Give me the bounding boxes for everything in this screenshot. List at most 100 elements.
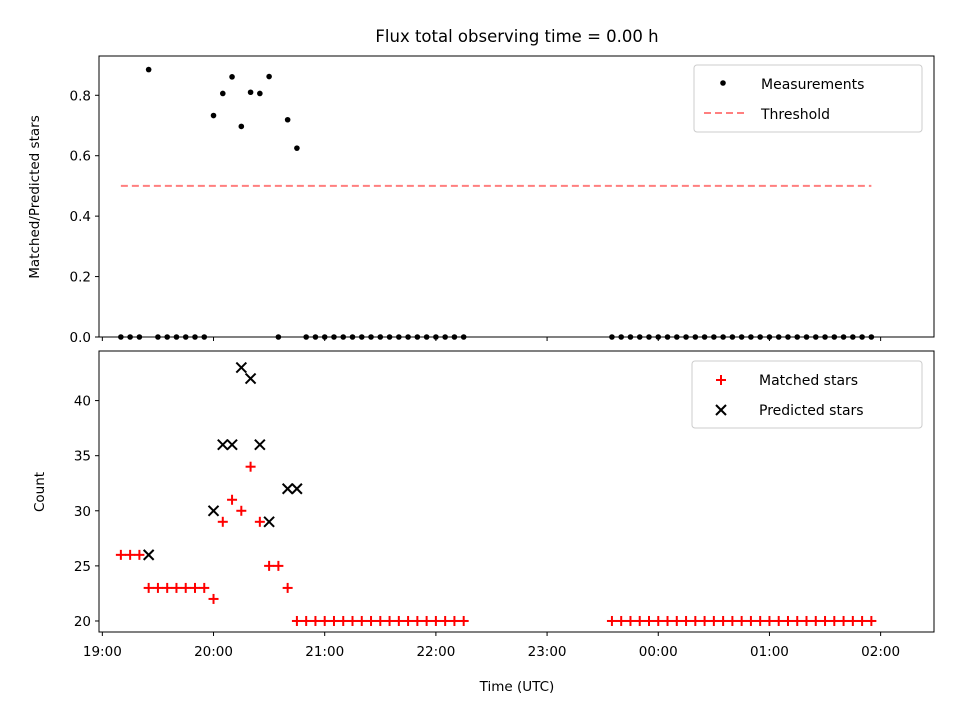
measurement-point — [368, 334, 374, 340]
measurement-point — [627, 334, 634, 340]
bottom-ytick-label: 25 — [74, 559, 91, 575]
top-ytick-label: 0.4 — [70, 209, 91, 225]
matched-star-point — [384, 615, 395, 626]
legend-label-threshold: Threshold — [760, 107, 830, 123]
measurement-point — [673, 334, 680, 340]
matched-star-point — [458, 615, 469, 626]
matched-star-point — [236, 505, 247, 516]
measurement-point — [303, 334, 309, 340]
chart-title: Flux total observing time = 0.00 h — [375, 27, 658, 46]
measurement-point — [692, 334, 699, 340]
matched-star-point — [199, 582, 210, 593]
matched-star-point — [801, 615, 812, 626]
measurement-point — [609, 334, 615, 340]
measurement-point — [859, 334, 865, 340]
top-ytick-label: 0.2 — [70, 270, 91, 286]
measurement-point — [340, 334, 347, 340]
legend-marker-predicted — [715, 404, 727, 416]
measurement-point — [201, 334, 208, 340]
matched-star-point — [245, 461, 256, 472]
predicted-star-point — [207, 505, 220, 517]
measurement-point — [720, 334, 726, 340]
legend-label-predicted: Predicted stars — [759, 403, 864, 419]
measurement-point — [294, 145, 300, 151]
measurement-point — [238, 123, 245, 130]
matched-star-point — [393, 615, 404, 626]
legend-label-matched: Matched stars — [759, 373, 858, 389]
matched-star-point — [440, 615, 451, 626]
matched-star-point — [356, 615, 367, 626]
measurement-point — [766, 334, 773, 340]
matched-star-point — [708, 615, 719, 626]
measurement-point — [433, 334, 439, 340]
matched-star-point — [291, 615, 302, 626]
measurement-point — [173, 334, 180, 340]
measurement-point — [266, 73, 272, 80]
legend-dot-measurements — [720, 80, 726, 86]
matched-star-point — [671, 615, 682, 626]
matched-star-point — [254, 516, 265, 527]
predicted-star-point — [244, 372, 257, 385]
predicted-star-point — [217, 438, 229, 451]
measurement-point — [396, 334, 402, 340]
legend-label-measurements: Measurements — [761, 77, 864, 93]
matched-star-point — [727, 615, 738, 626]
measurement-point — [451, 334, 458, 340]
predicted-star-point — [291, 483, 303, 495]
legend-marker-matched — [716, 375, 726, 385]
bottom-xtick-label: 00:00 — [639, 644, 678, 660]
matched-star-point — [625, 615, 636, 626]
matched-star-point — [606, 615, 617, 626]
matched-star-point — [421, 615, 432, 626]
measurement-point — [247, 89, 254, 96]
measurement-point — [349, 334, 356, 340]
matched-star-point — [653, 615, 664, 626]
measurement-point — [312, 334, 319, 340]
measurement-point — [618, 334, 624, 340]
top-legend: Measurements Threshold — [693, 64, 923, 133]
matched-star-point — [643, 615, 654, 626]
measurement-point — [136, 334, 143, 340]
measurement-point — [775, 334, 782, 340]
measurement-point — [423, 334, 430, 340]
bottom-xtick-label: 23:00 — [528, 644, 567, 660]
measurement-point — [868, 334, 875, 340]
bottom-xtick-label: 01:00 — [750, 644, 789, 660]
top-plot: 0.00.20.40.60.8 Matched/Predicted stars … — [27, 55, 935, 346]
matched-star-point — [180, 582, 191, 593]
top-ylabel: Matched/Predicted stars — [27, 115, 43, 278]
measurement-point — [127, 334, 133, 340]
matched-star-point — [736, 615, 747, 626]
measurement-point — [229, 74, 235, 80]
measurement-point — [192, 334, 198, 340]
bottom-xlabel: Time (UTC) — [479, 679, 555, 695]
bottom-ylabel: Count — [32, 472, 48, 512]
matched-star-point — [829, 615, 840, 626]
predicted-star-point — [281, 483, 294, 495]
matched-star-point — [412, 615, 423, 626]
matched-star-point — [430, 615, 441, 626]
matched-star-point — [273, 560, 284, 571]
matched-star-point — [634, 615, 645, 626]
matched-star-point — [171, 582, 182, 593]
bottom-xtick-label: 20:00 — [194, 644, 233, 660]
bottom-xtick-label: 22:00 — [416, 644, 455, 660]
measurement-point — [711, 334, 717, 340]
measurement-point — [386, 334, 393, 340]
measurement-point — [210, 112, 217, 119]
measurement-point — [275, 334, 282, 340]
measurement-point — [683, 334, 689, 340]
matched-star-point — [718, 615, 729, 626]
bottom-ytick-label: 30 — [74, 504, 91, 520]
measurement-point — [785, 334, 791, 340]
matched-star-point — [375, 615, 386, 626]
top-ytick-label: 0.6 — [70, 149, 91, 165]
matched-star-point — [208, 593, 219, 604]
matched-star-point — [690, 615, 701, 626]
matched-star-point — [134, 549, 145, 560]
matched-star-point — [866, 615, 877, 626]
measurement-point — [442, 334, 448, 340]
matched-star-point — [662, 615, 673, 626]
measurement-point — [145, 66, 152, 73]
